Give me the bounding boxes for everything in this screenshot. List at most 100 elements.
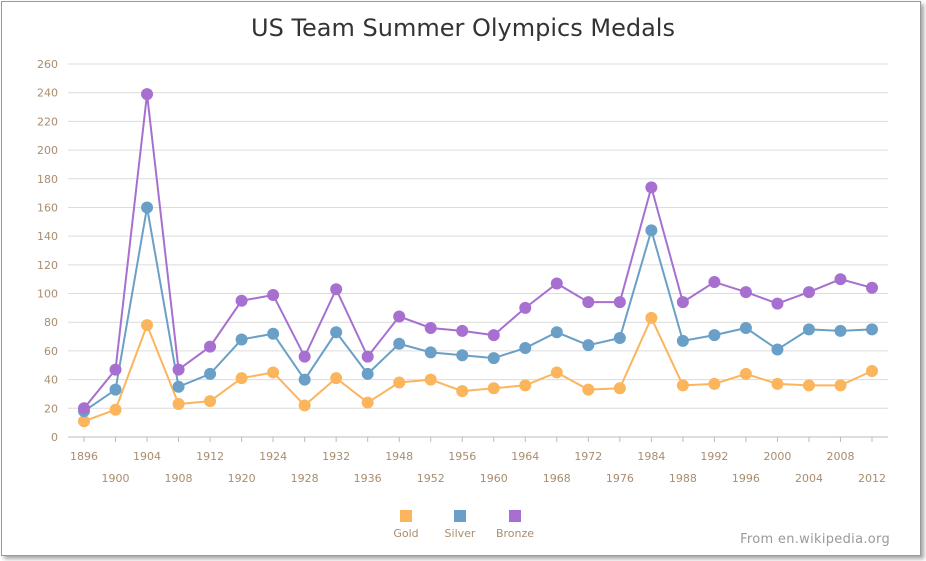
x-tick-label: 1928 [291,472,319,485]
data-point-bronze [456,324,469,337]
data-point-silver [645,224,658,237]
y-tick-label: 0 [51,431,58,444]
data-point-silver [172,380,185,393]
data-point-bronze [645,181,658,194]
y-tick-label: 60 [44,345,58,358]
data-point-gold [204,395,217,408]
x-tick-label: 1960 [480,472,508,485]
data-point-gold [739,367,752,380]
data-point-silver [739,321,752,334]
data-point-gold [866,365,878,378]
data-point-gold [141,319,154,332]
legend-label-silver: Silver [445,527,476,540]
data-point-bronze [330,283,343,296]
data-point-gold [519,379,532,392]
x-tick-label: 1904 [133,450,161,463]
y-tick-label: 220 [37,115,58,128]
x-tick-label: 1900 [102,472,130,485]
y-tick-label: 160 [37,201,58,214]
x-tick-label: 2004 [795,472,823,485]
data-point-silver [613,332,626,345]
x-tick-label: 1932 [322,450,350,463]
data-point-silver [802,323,815,336]
data-point-gold [802,379,815,392]
data-point-gold [424,373,437,386]
data-point-silver [235,333,248,346]
x-tick-label: 1964 [511,450,539,463]
data-point-bronze [109,363,122,376]
x-tick-label: 1996 [732,472,760,485]
data-point-gold [235,372,248,385]
data-point-silver [676,334,689,347]
y-tick-label: 180 [37,173,58,186]
data-point-bronze [298,350,311,363]
data-point-gold [78,415,90,428]
data-point-gold [361,396,374,409]
data-point-gold [582,383,595,396]
x-tick-label: 1948 [385,450,413,463]
data-point-bronze [550,277,563,290]
data-point-silver [582,339,595,352]
data-point-silver [393,337,406,350]
y-tick-label: 120 [37,259,58,272]
y-tick-label: 20 [44,402,58,415]
data-point-silver [330,326,343,339]
y-tick-label: 40 [44,374,58,387]
chart-title: US Team Summer Olympics Medals [251,14,675,42]
series-line-bronze [83,94,873,409]
data-point-bronze [834,273,847,286]
x-tick-label: 1968 [543,472,571,485]
data-point-silver [771,343,784,356]
data-point-bronze [361,350,374,363]
data-point-gold [771,377,784,390]
data-point-gold [676,379,689,392]
series-line-silver [83,207,873,413]
legend-swatch-bronze [509,510,521,522]
data-point-gold [550,366,563,379]
data-point-silver [834,324,847,337]
data-point-silver [866,323,878,336]
x-tick-label: 1896 [70,450,98,463]
data-point-gold [109,403,122,416]
data-point-bronze [866,281,878,294]
data-point-silver [298,373,311,386]
data-point-silver [267,327,280,340]
x-tick-label: 2008 [826,450,854,463]
x-tick-label: 1952 [417,472,445,485]
data-point-silver [204,367,217,380]
data-point-silver [361,367,374,380]
data-point-bronze [676,296,689,309]
x-tick-label: 1936 [354,472,382,485]
data-point-bronze [739,286,752,299]
data-point-gold [172,398,185,411]
data-point-gold [267,366,280,379]
data-point-silver [141,201,154,214]
data-point-gold [393,376,406,389]
legend-label-gold: Gold [393,527,418,540]
y-tick-label: 80 [44,316,58,329]
data-point-silver [109,383,122,396]
data-point-bronze [771,297,784,310]
source-footer: From en.wikipedia.org [740,532,890,547]
data-point-silver [487,352,500,365]
data-point-silver [519,342,532,355]
data-point-bronze [141,88,154,101]
data-point-gold [834,379,847,392]
data-point-bronze [267,288,280,301]
data-point-gold [298,399,311,412]
x-tick-label: 1908 [165,472,193,485]
legend-swatch-silver [454,510,466,522]
x-tick-label: 1924 [259,450,287,463]
data-point-gold [613,382,626,395]
data-point-silver [424,346,437,359]
x-tick-label: 1992 [700,450,728,463]
data-point-bronze [708,276,721,289]
x-tick-label: 1912 [196,450,224,463]
data-point-bronze [393,310,406,323]
legend-swatch-gold [400,510,412,522]
x-tick-label: 1988 [669,472,697,485]
y-tick-label: 260 [37,58,58,71]
data-point-bronze [204,340,217,353]
